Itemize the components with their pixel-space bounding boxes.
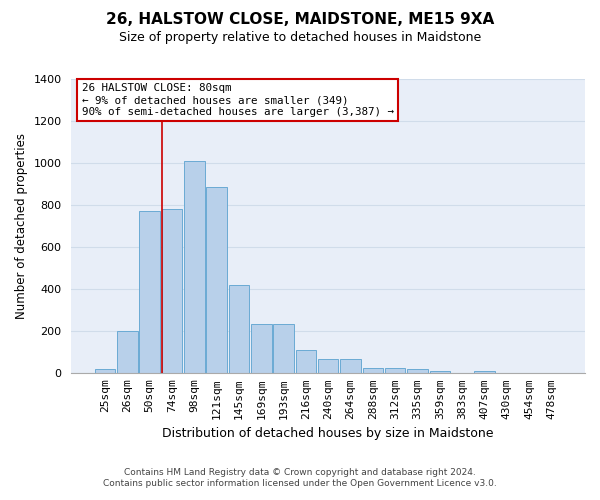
Bar — [318, 358, 338, 374]
Bar — [251, 324, 272, 374]
Text: 26, HALSTOW CLOSE, MAIDSTONE, ME15 9XA: 26, HALSTOW CLOSE, MAIDSTONE, ME15 9XA — [106, 12, 494, 28]
Bar — [139, 212, 160, 374]
Bar — [474, 371, 494, 374]
X-axis label: Distribution of detached houses by size in Maidstone: Distribution of detached houses by size … — [163, 427, 494, 440]
Text: 26 HALSTOW CLOSE: 80sqm
← 9% of detached houses are smaller (349)
90% of semi-de: 26 HALSTOW CLOSE: 80sqm ← 9% of detached… — [82, 84, 394, 116]
Bar — [407, 369, 428, 374]
Bar — [273, 324, 294, 374]
Bar — [184, 161, 205, 374]
Bar — [229, 285, 249, 374]
Bar — [162, 210, 182, 374]
Bar — [206, 188, 227, 374]
Y-axis label: Number of detached properties: Number of detached properties — [15, 133, 28, 319]
Bar — [117, 332, 137, 374]
Bar — [296, 350, 316, 374]
Bar — [430, 371, 450, 374]
Bar — [362, 368, 383, 374]
Text: Size of property relative to detached houses in Maidstone: Size of property relative to detached ho… — [119, 31, 481, 44]
Bar — [95, 369, 115, 374]
Bar — [385, 368, 406, 374]
Text: Contains HM Land Registry data © Crown copyright and database right 2024.
Contai: Contains HM Land Registry data © Crown c… — [103, 468, 497, 487]
Bar — [340, 359, 361, 374]
